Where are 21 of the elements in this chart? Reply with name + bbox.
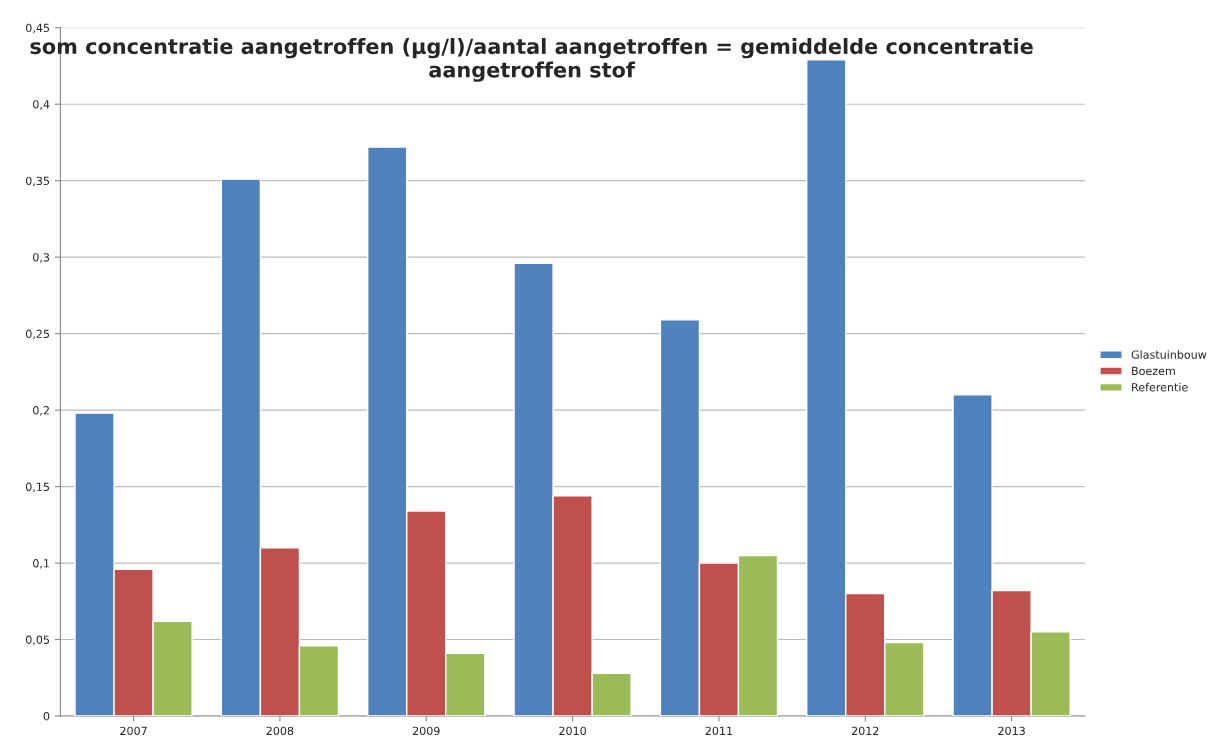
x-tick-label: 2013 — [998, 726, 1025, 736]
y-tick-label: 0,3 — [33, 253, 50, 263]
y-tick-label: 0,15 — [25, 482, 50, 493]
x-tick-label: 2009 — [412, 726, 440, 736]
y-tick-label: 0,25 — [25, 329, 50, 340]
legend-label: Glastuinbouw — [1131, 350, 1207, 359]
x-tick-label: 2007 — [120, 726, 147, 736]
x-tick-label: 2010 — [559, 726, 586, 736]
y-tick-label: 0,35 — [25, 176, 50, 187]
y-tick-label: 0,45 — [25, 23, 50, 34]
y-tick-label: 0,1 — [33, 559, 49, 569]
legend-label: Boezem — [1132, 366, 1175, 376]
y-tick-label: 0,2 — [33, 406, 49, 416]
x-tick-label: 2008 — [266, 726, 294, 736]
y-tick-label: 0,05 — [25, 635, 50, 646]
text: som concentratie aangetroffen (µg/l)/aantal aangetroffen = gemiddelde concentratie aangetroffen stof — [30, 38, 1033, 82]
legend-label: Referentie — [1132, 382, 1188, 392]
x-tick-label: 2011 — [705, 726, 733, 736]
y-tick-label: 0 — [43, 712, 50, 721]
x-tick-label: 2012 — [851, 726, 879, 736]
y-tick-label: 0,4 — [33, 100, 50, 110]
